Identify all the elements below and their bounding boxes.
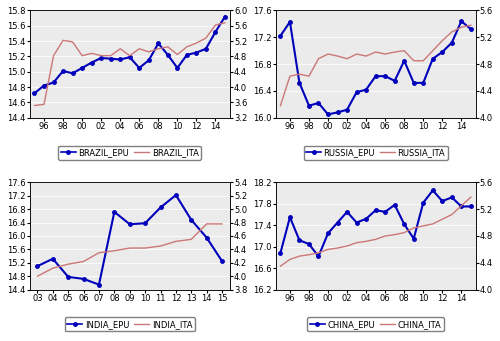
Legend: RUSSIA_EPU, RUSSIA_ITA: RUSSIA_EPU, RUSSIA_ITA	[304, 146, 448, 160]
Legend: BRAZIL_EPU, BRAZIL_ITA: BRAZIL_EPU, BRAZIL_ITA	[58, 146, 201, 160]
Legend: INDIA_EPU, INDIA_ITA: INDIA_EPU, INDIA_ITA	[65, 317, 194, 331]
Legend: CHINA_EPU, CHINA_ITA: CHINA_EPU, CHINA_ITA	[308, 317, 444, 331]
